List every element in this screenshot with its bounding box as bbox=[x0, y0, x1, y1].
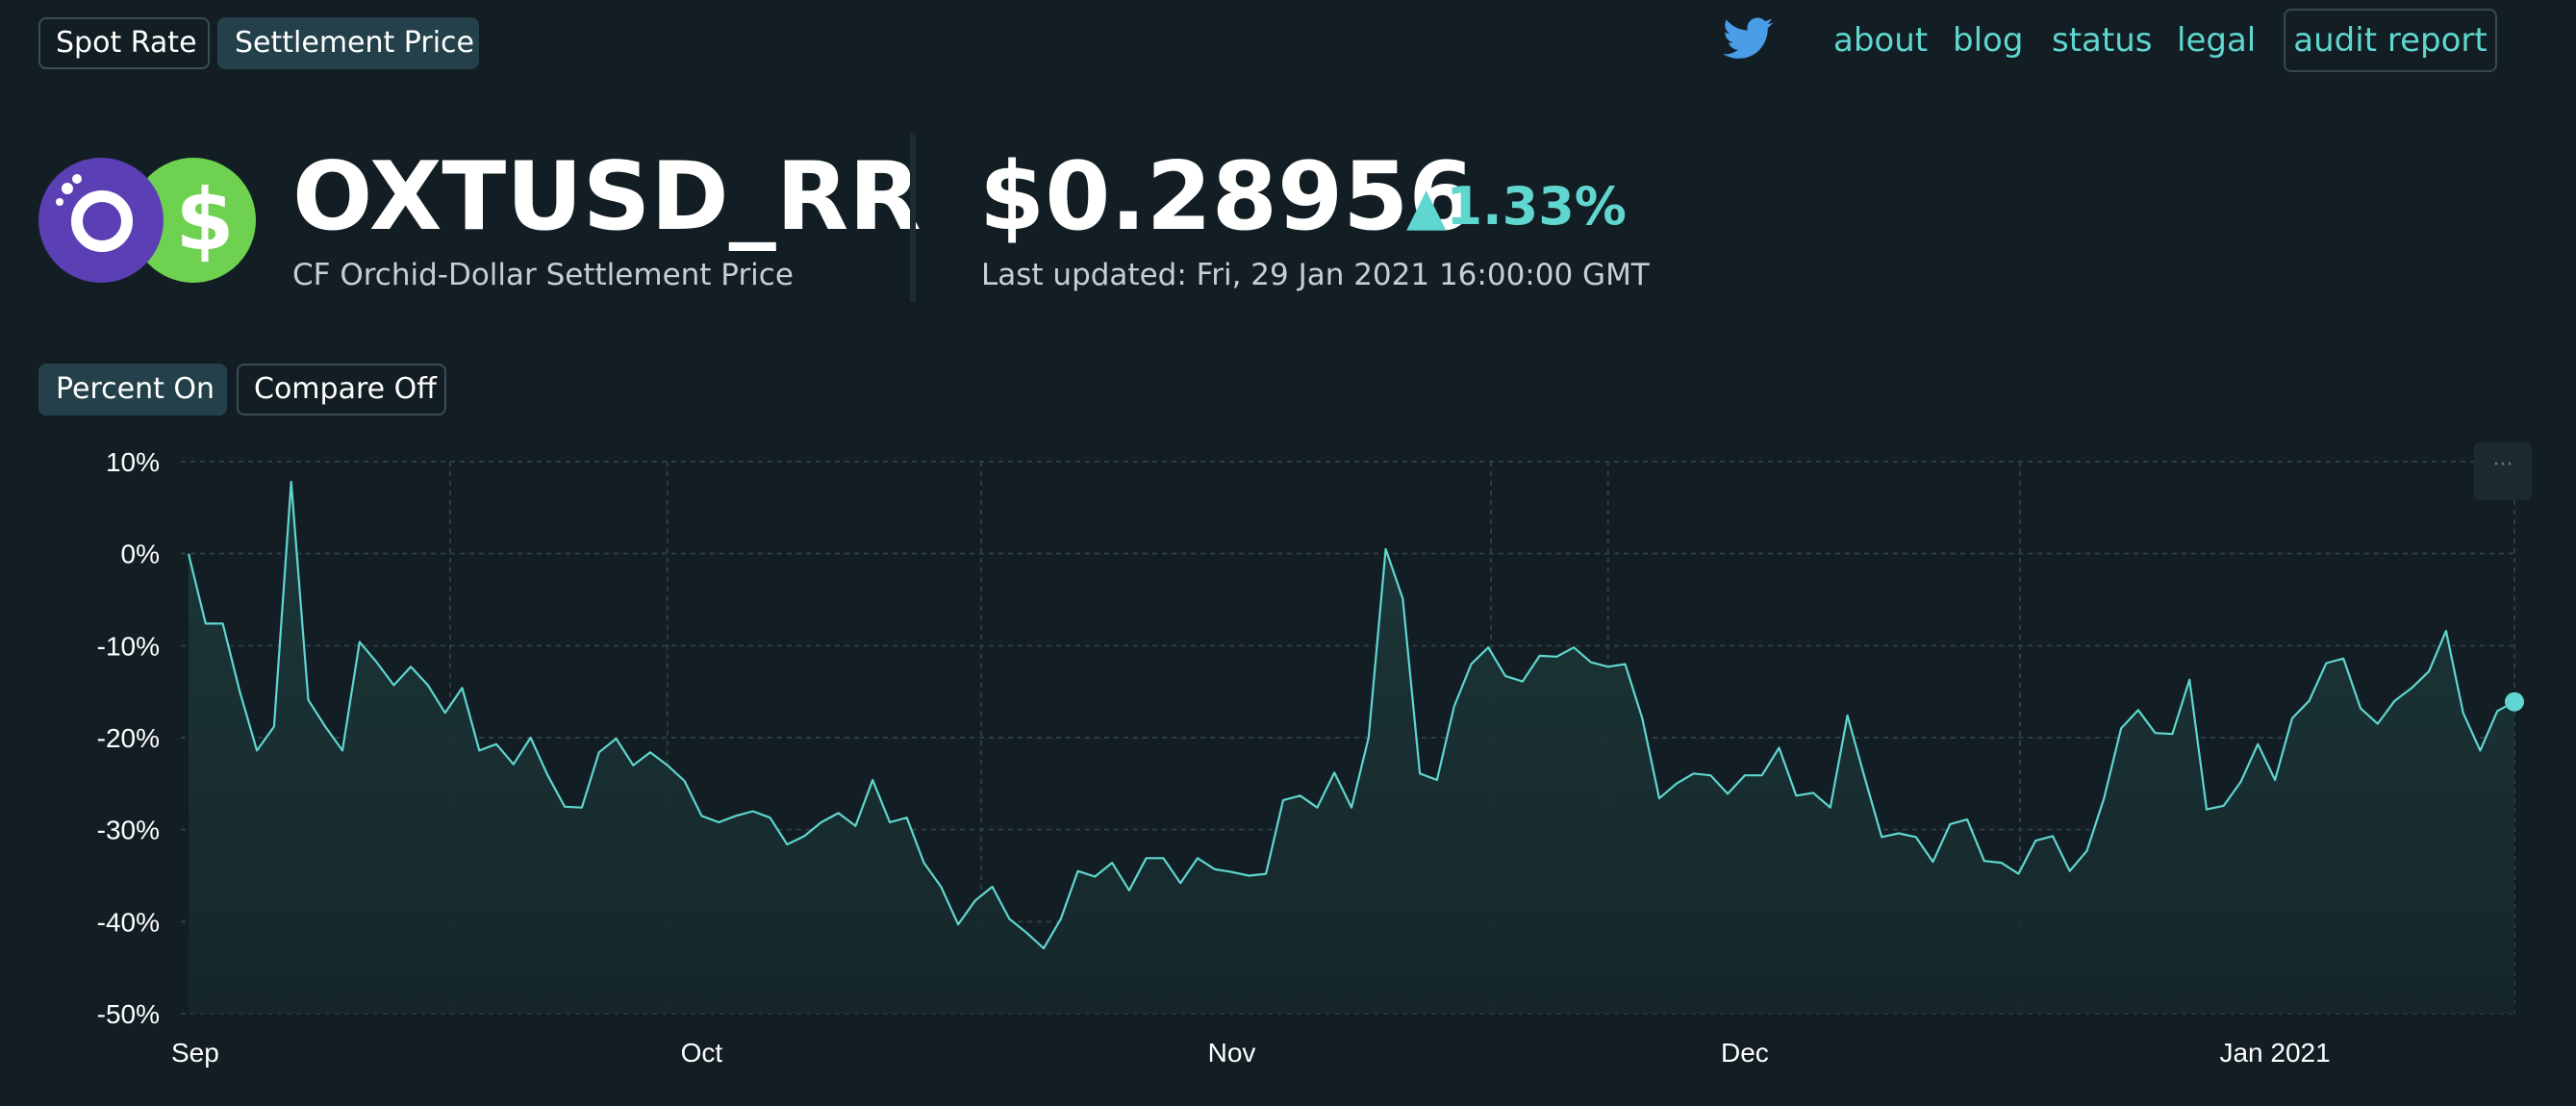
header-divider bbox=[910, 133, 916, 302]
twitter-bird-icon bbox=[1723, 17, 1774, 59]
chart-menu-button[interactable]: ··· bbox=[2474, 442, 2532, 500]
nav-blog-link[interactable]: blog bbox=[1953, 21, 2024, 60]
asset-logos: $ bbox=[38, 158, 256, 283]
y-tick-label: -10% bbox=[97, 631, 160, 661]
series-last-point bbox=[2505, 691, 2524, 712]
y-tick-label: -20% bbox=[97, 723, 160, 753]
asset-ticker: OXTUSD_RR bbox=[292, 142, 922, 252]
series-line bbox=[187, 480, 2515, 950]
price-chart: 10% 0% -10% -20% -30% -40% -50% Sep Oct Nov Dec Ja… bbox=[97, 447, 2524, 1068]
nav-about-link[interactable]: about bbox=[1833, 21, 1929, 60]
x-tick-label: Nov bbox=[1208, 1038, 1256, 1068]
price-change-badge: ▲1.33% bbox=[1406, 176, 1627, 237]
nav-status-link[interactable]: status bbox=[2052, 21, 2153, 60]
orchid-logo-icon bbox=[38, 158, 164, 283]
y-tick-label: 0% bbox=[121, 540, 160, 569]
last-updated: Last updated: Fri, 29 Jan 2021 16:00:00 … bbox=[981, 258, 1650, 292]
nav-legal-link[interactable]: legal bbox=[2177, 21, 2257, 60]
series-area-fill bbox=[189, 482, 2514, 1014]
percent-toggle[interactable]: Percent On bbox=[38, 364, 227, 415]
twitter-icon[interactable] bbox=[1723, 17, 1774, 60]
tab-spot-rate[interactable]: Spot Rate bbox=[38, 17, 210, 69]
x-tick-label: Oct bbox=[681, 1038, 723, 1068]
x-tick-label: Dec bbox=[1721, 1038, 1769, 1068]
x-tick-label: Sep bbox=[171, 1038, 219, 1068]
current-price: $0.28956 bbox=[979, 142, 1475, 252]
y-tick-label: -50% bbox=[97, 999, 160, 1029]
x-tick-label: Jan 2021 bbox=[2219, 1038, 2330, 1068]
y-tick-label: 10% bbox=[106, 447, 160, 477]
y-tick-label: -30% bbox=[97, 816, 160, 845]
tab-settlement-price[interactable]: Settlement Price bbox=[217, 17, 479, 69]
compare-toggle[interactable]: Compare Off bbox=[237, 364, 446, 415]
y-tick-label: -40% bbox=[97, 907, 160, 937]
audit-report-button[interactable]: audit report bbox=[2284, 9, 2497, 72]
asset-description: CF Orchid-Dollar Settlement Price bbox=[292, 258, 794, 292]
